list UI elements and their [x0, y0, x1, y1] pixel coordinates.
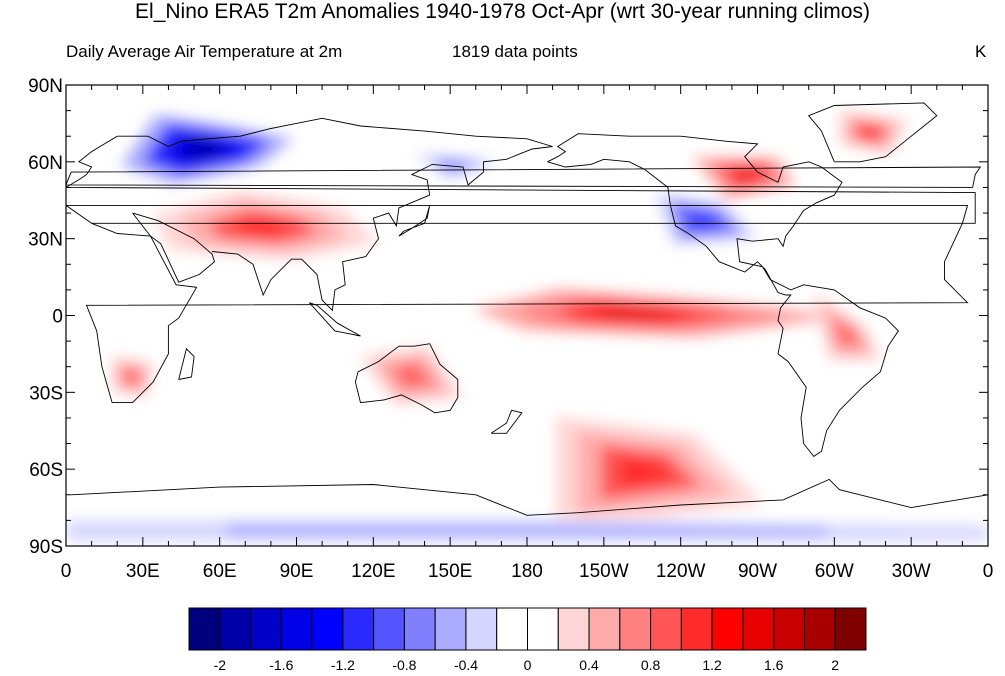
x-tick-label: 30W	[892, 561, 931, 582]
coastline-segment	[71, 478, 988, 516]
colorbar-swatch	[773, 607, 805, 651]
colorbar-label: -0.4	[454, 657, 478, 673]
east-asia-cold-level-3	[444, 161, 467, 168]
y-tick-label: 90S	[29, 537, 63, 558]
y-tick-label: 30S	[29, 383, 63, 404]
colorbar-label: -0.8	[392, 657, 416, 673]
colorbar-label: 0.8	[641, 657, 661, 673]
colorbar-label: -1.2	[331, 657, 355, 673]
colorbar-swatch	[434, 607, 467, 651]
x-tick-label: 90E	[280, 561, 314, 582]
colorbar-swatch	[342, 607, 375, 651]
antarctic-cold-level-3	[365, 526, 689, 534]
south-america-warm-level-3	[838, 323, 857, 342]
central-asia-warm-level-3	[234, 218, 293, 236]
colorbar-swatch	[711, 607, 744, 651]
coastline-segment	[807, 102, 938, 163]
colorbar-swatch	[527, 607, 559, 651]
coastline-segment	[490, 409, 523, 434]
colorbar-swatch	[619, 607, 652, 651]
x-tick-label: 120E	[351, 561, 395, 582]
x-tick-label: 90W	[738, 561, 777, 582]
coastline-segment	[354, 343, 459, 414]
y-tick-label: 90N	[28, 76, 63, 97]
colorbar-label: -2	[214, 657, 227, 673]
units-label: K	[975, 42, 987, 61]
colorbar-swatch	[250, 607, 282, 651]
southern-ocean-warm-level-3	[619, 457, 674, 487]
x-tick-label: 0	[983, 561, 994, 582]
x-tick-label: 60W	[815, 561, 854, 582]
south-africa-warm-level-3	[126, 371, 138, 383]
colorbar-swatch	[373, 607, 405, 651]
coastline-segment	[66, 204, 969, 404]
left-subtitle: Daily Average Air Temperature at 2m	[66, 42, 343, 61]
x-tick-label: 0	[61, 561, 72, 582]
colorbar-label: -1.6	[269, 657, 293, 673]
colorbar-swatch	[496, 607, 529, 651]
center-subtitle: 1819 data points	[452, 42, 578, 61]
y-tick-label: 60N	[28, 153, 63, 174]
x-tick-label: 60E	[203, 561, 237, 582]
coastline-segment	[398, 205, 431, 237]
y-tick-label: 60S	[29, 460, 63, 481]
coastline-segment	[178, 347, 195, 380]
eurasia-cold-level-3	[183, 140, 228, 158]
coastline-segment	[547, 133, 899, 458]
colorbar-swatch	[188, 607, 221, 651]
australia-warm-level-3	[398, 368, 426, 384]
x-tick-label: 30E	[126, 561, 160, 582]
colorbar-swatch	[219, 607, 252, 651]
x-tick-label: 120W	[656, 561, 706, 582]
coastline-segment	[308, 302, 361, 337]
x-tick-label: 180	[511, 561, 543, 582]
colorbar-swatch	[311, 607, 344, 651]
x-tick-label: 150W	[579, 561, 629, 582]
enso-warm-level-3	[591, 306, 691, 320]
colorbar-swatch	[650, 607, 682, 651]
y-tick-label: 30N	[28, 230, 63, 251]
colorbar-label: 2	[831, 657, 839, 673]
y-tick-label: 0	[52, 307, 63, 328]
figure-title: El_Nino ERA5 T2m Anomalies 1940-1978 Oct…	[135, 0, 870, 23]
coastline-segment	[66, 166, 982, 188]
colorbar-swatch	[280, 607, 313, 651]
coastline-segment	[132, 212, 216, 283]
coastline-segment	[66, 117, 976, 312]
colorbar-label: 0	[524, 657, 532, 673]
colorbar-swatch	[403, 607, 436, 651]
canada-warm-level-3	[733, 170, 761, 181]
colorbar-label: 1.2	[702, 657, 722, 673]
colorbar-label: 1.6	[764, 657, 784, 673]
colorbar-swatch	[680, 607, 713, 651]
x-tick-label: 150E	[428, 561, 472, 582]
colorbar-swatch	[803, 607, 836, 651]
colorbar-swatch	[557, 607, 590, 651]
colorbar-swatch	[742, 607, 775, 651]
colorbar-swatch	[834, 607, 867, 651]
greenland-warm-level-3	[861, 126, 880, 139]
colorbar-swatch	[465, 607, 498, 651]
colorbar-swatch	[588, 607, 621, 651]
colorbar-label: 0.4	[579, 657, 599, 673]
